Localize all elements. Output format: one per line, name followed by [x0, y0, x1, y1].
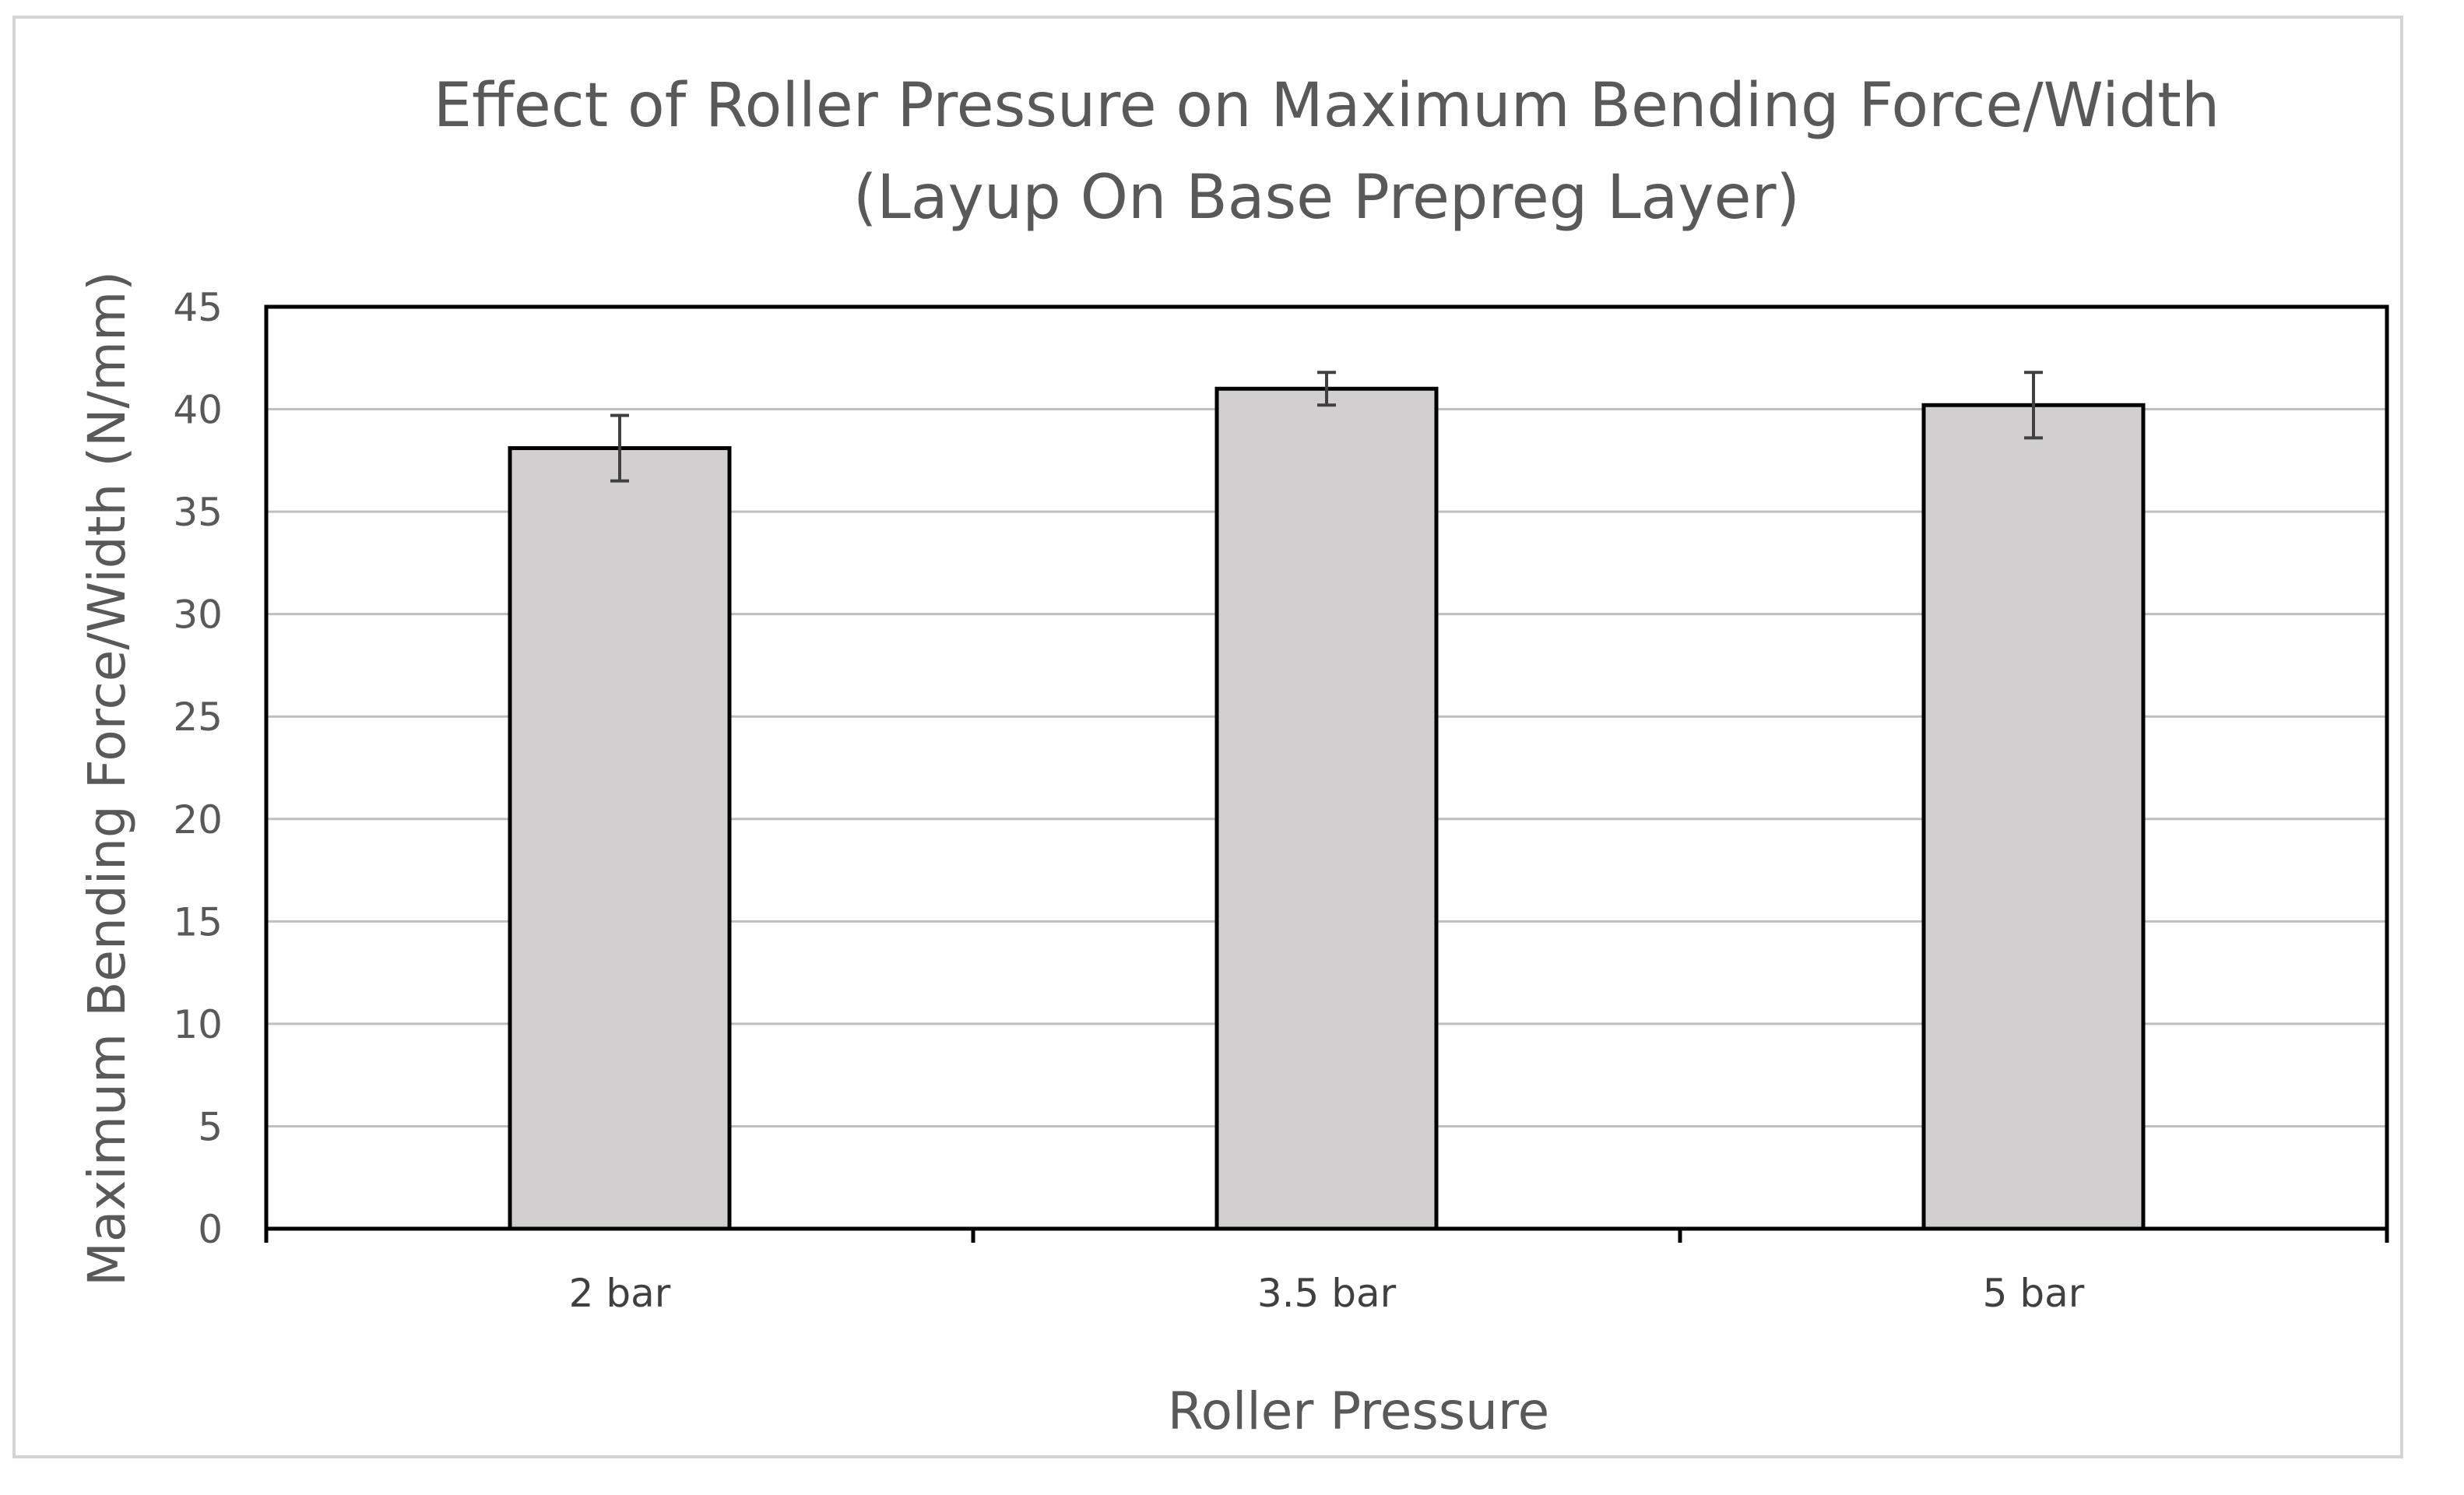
y-axis-title: Maximum Bending Force/Width (N/mm): [77, 271, 137, 1286]
plot-border-rect: [264, 304, 2389, 1231]
y-tick-label-5: 5: [198, 1104, 223, 1149]
y-axis-tick-labels: 0 5 10 15 20 25 30 35 40 45: [173, 285, 223, 1252]
bars: [508, 386, 2146, 1231]
y-tick-label-0: 0: [198, 1207, 223, 1252]
error-bars: [610, 371, 2043, 483]
y-tick-label-20: 20: [173, 797, 223, 842]
y-tick-label-40: 40: [173, 388, 223, 433]
chart-title-line-1: Effect of Roller Pressure on Maximum Ben…: [434, 71, 2220, 141]
bar-3-5-bar: [1214, 386, 1439, 1231]
x-tick-label-2: 5 bar: [1983, 1271, 2085, 1316]
y-tick-label-25: 25: [173, 695, 223, 740]
x-tick-label-0: 2 bar: [569, 1271, 671, 1316]
bar-5-bar: [1921, 403, 2146, 1231]
bar-2-bar: [508, 446, 732, 1231]
x-tick-label-1: 3.5 bar: [1257, 1271, 1397, 1316]
y-tick-label-10: 10: [173, 1002, 223, 1047]
plot-area-border: [264, 304, 2389, 1243]
chart-title-line-2: (Layup On Base Prepreg Layer): [853, 163, 1800, 233]
y-tick-label-30: 30: [173, 593, 223, 638]
y-tick-label-15: 15: [173, 899, 223, 944]
chart-title: Effect of Roller Pressure on Maximum Ben…: [434, 71, 2220, 233]
x-axis-tick-labels: 2 bar 3.5 bar 5 bar: [569, 1271, 2085, 1316]
x-axis-title: Roller Pressure: [1168, 1381, 1550, 1441]
y-tick-label-35: 35: [173, 490, 223, 535]
y-tick-label-45: 45: [173, 285, 223, 330]
